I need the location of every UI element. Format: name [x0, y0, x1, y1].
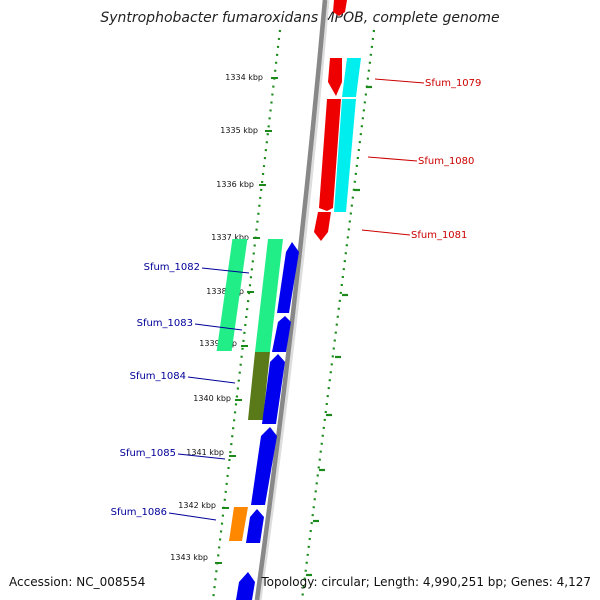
forward-gene-labels: Sfum_1079 Sfum_1080 Sfum_1081 — [361, 78, 481, 241]
forward-strand-genes — [314, 0, 361, 241]
gene-arrow[interactable] — [319, 99, 341, 211]
gene-arrow[interactable] — [262, 354, 285, 424]
gene-arrow[interactable] — [246, 509, 264, 543]
ruler-tick-label: 1336 kbp — [216, 180, 254, 189]
ruler-tick: 1340 kbp — [193, 394, 242, 403]
outer-tick-marks — [306, 85, 372, 577]
feature-block — [248, 352, 270, 420]
genome-info-text: Topology: circular; Length: 4,990,251 bp… — [260, 575, 591, 589]
gene-label-sfum-1084[interactable]: Sfum_1084 — [130, 371, 186, 382]
genome-backbone — [254, 0, 328, 600]
feature-block — [255, 239, 283, 352]
ruler-tick-label: 1334 kbp — [225, 73, 263, 82]
gene-label-sfum-1083[interactable]: Sfum_1083 — [137, 318, 193, 329]
ruler-tick-label: 1342 kbp — [178, 501, 216, 510]
accession-text: Accession: NC_008554 — [9, 575, 145, 589]
ruler-tick: 1341 kbp — [186, 448, 236, 457]
gene-arrow[interactable] — [277, 242, 299, 313]
ruler-tick-label: 1335 kbp — [220, 126, 258, 135]
gene-arrow[interactable] — [314, 212, 331, 241]
feature-block — [334, 99, 356, 212]
map-title: Syntrophobacter fumaroxidans MPOB, compl… — [100, 10, 499, 26]
feature-block — [342, 58, 361, 97]
ruler-tick-label: 1337 kbp — [211, 233, 249, 242]
ruler-tick-label: 1340 kbp — [193, 394, 231, 403]
ruler-tick: 1334 kbp — [225, 73, 278, 82]
gene-arrow[interactable] — [251, 427, 277, 505]
ruler-tick: 1342 kbp — [178, 501, 229, 510]
ruler-tick: 1336 kbp — [216, 180, 266, 189]
ruler-tick: 1337 kbp — [211, 233, 260, 242]
gene-arrow[interactable] — [328, 58, 342, 96]
ruler-tick-label: 1343 kbp — [170, 553, 208, 562]
gene-label-sfum-1079[interactable]: Sfum_1079 — [425, 78, 481, 89]
reverse-gene-labels: Sfum_1082 Sfum_1083 Sfum_1084 Sfum_1085 … — [111, 262, 250, 521]
gene-arrow[interactable] — [272, 316, 291, 352]
gene-label-sfum-1080[interactable]: Sfum_1080 — [418, 156, 474, 167]
gene-label-sfum-1081[interactable]: Sfum_1081 — [411, 230, 467, 241]
gene-arrow[interactable] — [333, 0, 347, 16]
gene-label-sfum-1085[interactable]: Sfum_1085 — [120, 448, 176, 459]
ruler-tick-label: 1341 kbp — [186, 448, 224, 457]
gene-arrow[interactable] — [236, 572, 255, 600]
gene-label-sfum-1086[interactable]: Sfum_1086 — [111, 507, 167, 518]
reverse-strand-genes — [216, 239, 299, 600]
feature-block — [229, 507, 248, 541]
ruler-tick: 1343 kbp — [170, 553, 222, 564]
gene-label-sfum-1082[interactable]: Sfum_1082 — [144, 262, 200, 273]
feature-block — [216, 239, 248, 351]
ruler-tick: 1335 kbp — [220, 126, 272, 135]
